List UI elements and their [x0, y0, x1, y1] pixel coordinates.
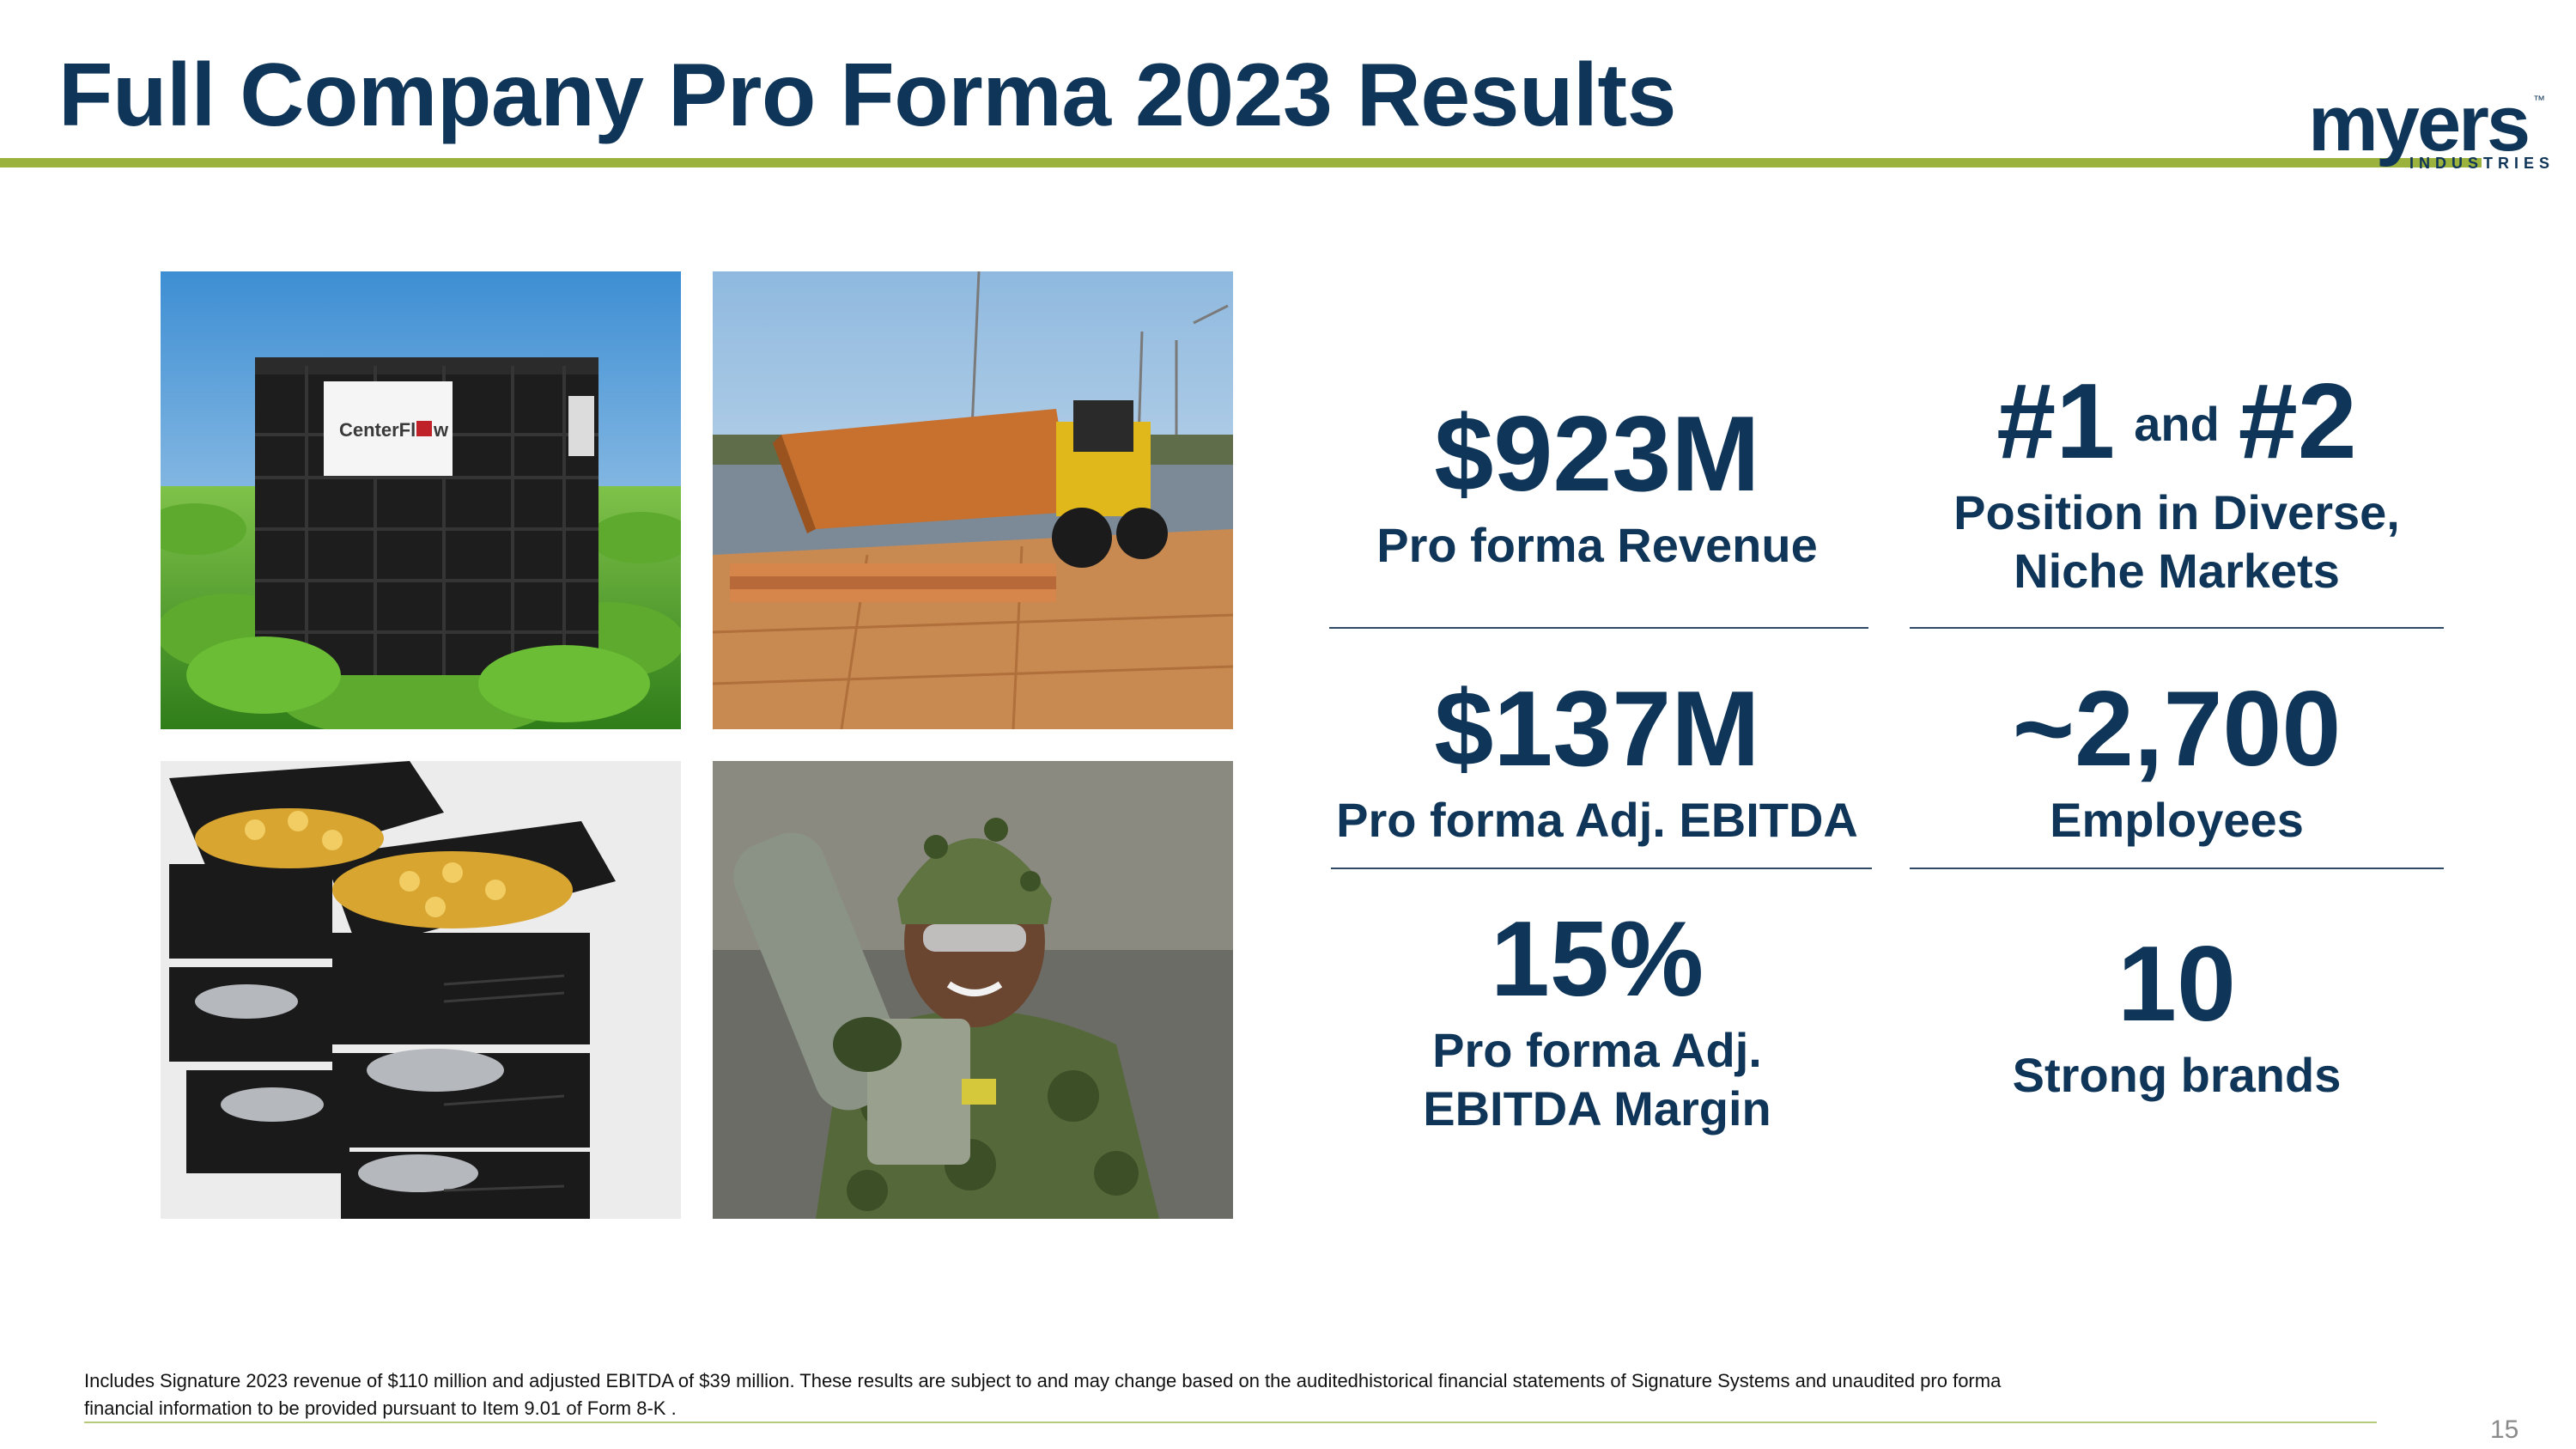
- stat-divider: [1331, 868, 1872, 869]
- stat-ebitda-label: Pro forma Adj. EBITDA: [1336, 792, 1858, 847]
- stat-position-value: #1 and #2: [1911, 361, 2443, 484]
- photo-soldier-with-case: [713, 761, 1233, 1219]
- stat-employees: ~2,700 Employees: [1911, 668, 2443, 849]
- page-title: Full Company Pro Forma 2023 Results: [58, 46, 1676, 145]
- stat-margin-value: 15%: [1490, 900, 1704, 1019]
- stat-margin-label-line2: EBITDA Margin: [1423, 1081, 1771, 1135]
- crate-brand-label: CenterFl: [339, 419, 416, 441]
- stat-position-joiner: and: [2134, 397, 2220, 452]
- logo-trademark: ™: [2533, 93, 2545, 107]
- photo-stacked-bins-hardware: [161, 761, 681, 1219]
- stat-divider: [1329, 627, 1868, 629]
- footnote-line-1: Includes Signature 2023 revenue of $110 …: [84, 1370, 2002, 1391]
- stat-revenue-label: Pro forma Revenue: [1376, 517, 1818, 572]
- footer-divider: [84, 1422, 2377, 1423]
- title-divider: [0, 158, 2482, 167]
- stat-ebitda-value: $137M: [1434, 670, 1760, 788]
- stat-revenue-value: $923M: [1434, 395, 1760, 514]
- stat-position-label-line1: Position in Diverse,: [1953, 484, 2400, 539]
- stat-revenue: $923M Pro forma Revenue: [1327, 393, 1868, 575]
- footnote: Includes Signature 2023 revenue of $110 …: [84, 1367, 2385, 1422]
- page-number: 15: [2490, 1416, 2519, 1444]
- stat-divider: [1910, 627, 2444, 629]
- crate-brand-label-tail: w: [433, 419, 449, 441]
- stat-adj-ebitda: $137M Pro forma Adj. EBITDA: [1327, 668, 1868, 849]
- stat-ebitda-margin: 15% Pro forma Adj. EBITDA Margin: [1327, 898, 1868, 1138]
- stat-margin-label-line1: Pro forma Adj.: [1432, 1022, 1762, 1077]
- photo-ground-mats-loader: [713, 271, 1233, 729]
- logo-subtitle: INDUSTRIES: [2409, 155, 2555, 172]
- stat-brands-value: 10: [2117, 925, 2236, 1044]
- stat-brands: 10 Strong brands: [1911, 923, 2443, 1105]
- footnote-line-2: financial information to be provided pur…: [84, 1397, 677, 1419]
- stat-position-label-line2: Niche Markets: [2014, 543, 2340, 598]
- stat-position-rank-2: #2: [2238, 362, 2357, 481]
- stat-market-position: #1 and #2 Position in Diverse, Niche Marke…: [1911, 361, 2443, 600]
- stat-position-rank-1: #1: [1996, 362, 2116, 481]
- stat-divider: [1910, 868, 2444, 869]
- logo-wordmark: myers: [2308, 80, 2530, 167]
- stat-employees-value: ~2,700: [2012, 670, 2342, 788]
- stat-brands-label: Strong brands: [2012, 1047, 2342, 1102]
- photo-bulk-container-in-field: CenterFl w: [161, 271, 681, 729]
- stat-employees-label: Employees: [2050, 792, 2304, 847]
- myers-industries-logo: myers ™ INDUSTRIES: [2308, 84, 2549, 179]
